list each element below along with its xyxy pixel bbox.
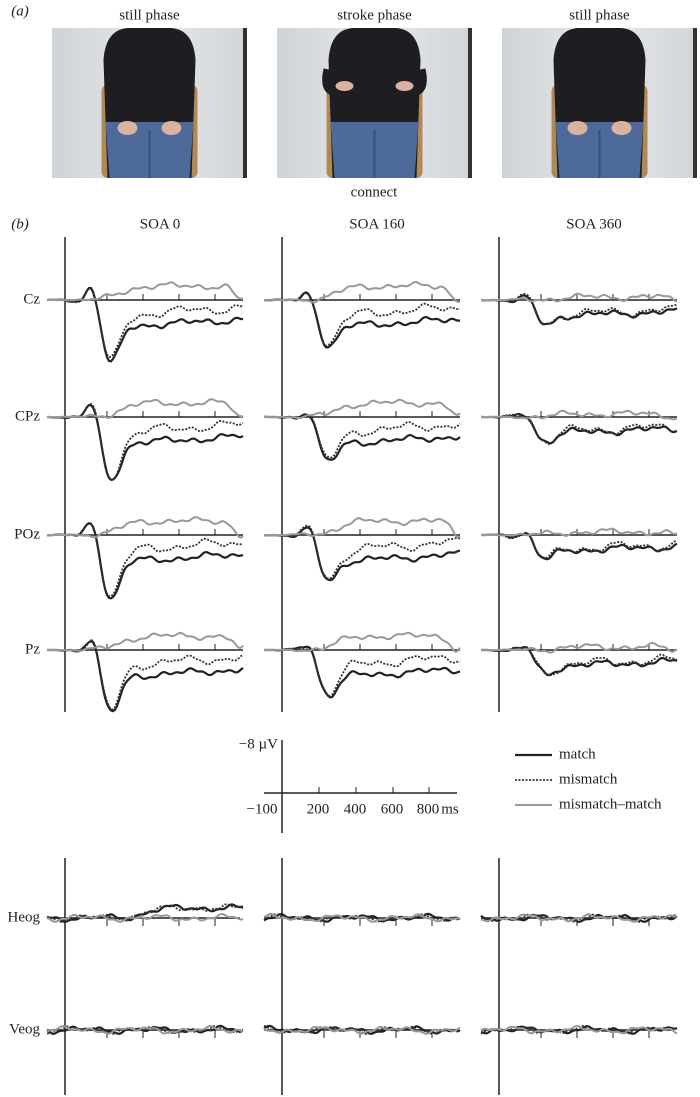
- electrode-label: Cz: [23, 291, 40, 307]
- mismatch-wave: [46, 1024, 244, 1035]
- video-frame: [52, 28, 247, 178]
- difference-wave: [264, 631, 461, 653]
- difference-wave: [264, 517, 461, 539]
- difference-wave: [264, 280, 461, 304]
- electrode-label: POz: [14, 526, 40, 542]
- difference-wave: [480, 913, 678, 923]
- mismatch-wave: [480, 913, 678, 923]
- frame-edge: [468, 28, 472, 178]
- eog-label: Heog: [8, 909, 41, 925]
- time-label: 800: [417, 801, 440, 817]
- mismatch-wave: [46, 402, 244, 481]
- frame-caption: still phase: [569, 7, 630, 23]
- difference-wave: [47, 631, 244, 652]
- legend-label: mismatch–match: [559, 796, 662, 812]
- hand: [117, 121, 138, 135]
- video-frame: [502, 28, 697, 178]
- mismatch-wave: [481, 645, 678, 677]
- difference-wave: [481, 527, 678, 537]
- time-unit: ms: [441, 801, 459, 817]
- frame-edge: [243, 28, 247, 178]
- difference-wave: [47, 398, 244, 419]
- frame-edge: [693, 28, 697, 178]
- time-label: 200: [307, 801, 330, 817]
- electrode-label: Pz: [25, 641, 40, 657]
- difference-wave: [264, 398, 461, 419]
- difference-wave: [46, 912, 244, 923]
- time-label: 400: [344, 801, 367, 817]
- time-label: −100: [247, 801, 278, 817]
- condition-label: SOA 160: [349, 216, 404, 232]
- hand: [567, 121, 588, 135]
- panel-label: (a): [11, 3, 29, 19]
- difference-wave: [46, 1024, 244, 1035]
- hand: [161, 121, 182, 135]
- frame-caption: stroke phase: [337, 7, 412, 23]
- mismatch-wave: [481, 531, 678, 559]
- hand: [335, 81, 354, 91]
- mismatch-wave: [481, 413, 678, 445]
- match-wave: [481, 646, 678, 677]
- mismatch-wave: [46, 522, 244, 598]
- difference-wave: [47, 516, 244, 539]
- legend-label: mismatch: [559, 771, 618, 787]
- video-frame: [277, 28, 472, 178]
- mismatch-wave: [264, 646, 461, 698]
- electrode-label: CPz: [15, 408, 40, 424]
- mismatch-wave: [47, 287, 244, 359]
- match-wave: [263, 1024, 461, 1035]
- hand: [611, 121, 632, 135]
- difference-wave: [480, 1024, 678, 1035]
- word-label: connect: [351, 184, 398, 200]
- condition-label: SOA 0: [140, 216, 180, 232]
- hand: [395, 81, 414, 91]
- match-wave: [264, 413, 461, 461]
- amplitude-label: −8 µV: [239, 736, 278, 752]
- mismatch-wave: [46, 903, 244, 923]
- difference-wave: [47, 281, 244, 302]
- difference-wave: [481, 292, 678, 303]
- mismatch-wave: [480, 293, 678, 325]
- mismatch-wave: [264, 414, 461, 459]
- match-wave: [264, 645, 461, 699]
- legend-label: match: [559, 746, 596, 762]
- difference-wave: [263, 1025, 461, 1035]
- match-wave: [481, 532, 678, 561]
- difference-wave: [481, 641, 678, 654]
- condition-label: SOA 360: [566, 216, 621, 232]
- difference-wave: [263, 912, 461, 923]
- frame-caption: still phase: [119, 7, 180, 23]
- difference-wave: [481, 409, 678, 421]
- mismatch-wave: [263, 524, 461, 580]
- panel-label: (b): [11, 216, 29, 232]
- eog-label: Veog: [9, 1021, 40, 1037]
- time-label: 600: [381, 801, 404, 817]
